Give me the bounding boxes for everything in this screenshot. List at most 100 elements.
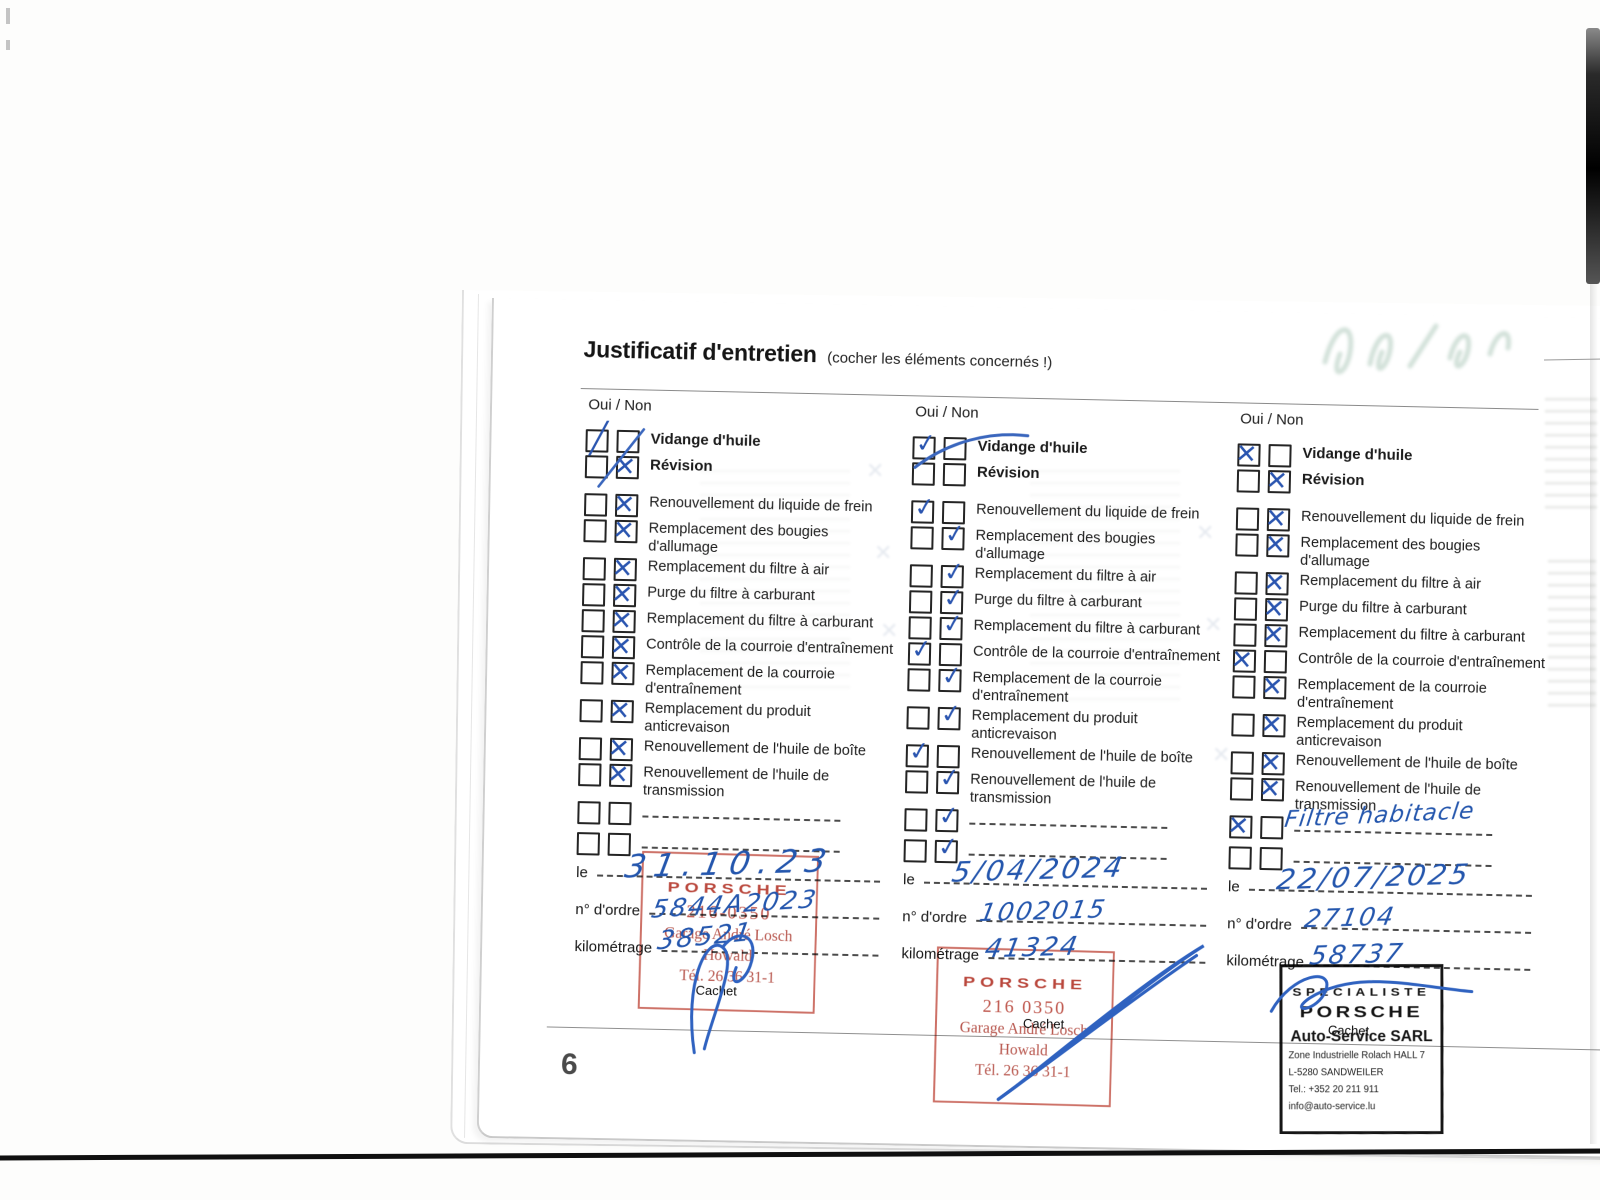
checklist-row: ✕ Révision xyxy=(1236,464,1555,499)
item-label: Remplacement du filtre à carburant xyxy=(973,617,1201,639)
item-label: Renouvellement de l'huile de boîte xyxy=(1295,752,1518,774)
item-label: Remplacement du produit anticrevaison xyxy=(1296,714,1463,751)
checkbox-non: ✕ xyxy=(1265,464,1292,496)
item-label: Vidange d'huile xyxy=(650,430,761,450)
check-mark: ✕ xyxy=(1229,643,1255,676)
item-label: Renouvellement du liquide de frein xyxy=(649,494,873,516)
checkbox-non: ✓ xyxy=(937,699,963,731)
checkbox-oui xyxy=(904,808,928,832)
item-label: Remplacement du filtre à carburant xyxy=(646,610,874,632)
checkbox-oui xyxy=(578,763,602,787)
checkbox-oui xyxy=(580,661,604,685)
checkbox-non: ✓ xyxy=(935,763,962,795)
item-label: Renouvellement de l'huile de boîte xyxy=(970,745,1194,767)
pen-stroke xyxy=(597,428,646,488)
check-mark: ✓ xyxy=(912,492,937,523)
item-label: Renouvellement du liquide de frein xyxy=(975,501,1200,523)
check-mark: ✕ xyxy=(608,656,633,688)
check-mark: ✕ xyxy=(1260,670,1285,703)
field-label: le xyxy=(902,871,915,889)
item-label: Purge du filtre à carburant xyxy=(1298,598,1467,619)
item-label: Remplacement du produit anticrevaison xyxy=(644,700,811,736)
checkbox-oui: ✕ xyxy=(1230,644,1257,675)
handwritten-value: 27104 xyxy=(1302,901,1399,934)
item-label: Remplacement du produit anticrevaison xyxy=(971,707,1138,743)
check-mark: ✕ xyxy=(607,694,632,726)
checkbox-oui: ✓ xyxy=(907,634,934,666)
checkbox-oui: ✕ xyxy=(1226,810,1253,841)
checkbox-non: ✕ xyxy=(611,514,638,546)
scan-artifact xyxy=(6,40,10,50)
check-mark: ✓ xyxy=(939,699,964,730)
field-label: le xyxy=(575,864,589,882)
check-mark: ✓ xyxy=(939,661,965,692)
signature xyxy=(690,934,755,1055)
item-label: Remplacement du filtre à air xyxy=(974,565,1157,586)
check-mark: ✓ xyxy=(943,519,968,550)
item-label: Remplacement du filtre à air xyxy=(647,558,830,579)
checkbox-oui xyxy=(581,583,606,607)
checkbox-oui xyxy=(1236,469,1261,493)
checkbox-non: ✕ xyxy=(608,656,635,688)
checkbox-non: ✓ xyxy=(938,661,964,693)
check-mark: ✕ xyxy=(611,514,636,546)
field-label: n° d'ordre xyxy=(575,901,641,920)
show-through-text xyxy=(1030,470,1180,710)
show-through-text xyxy=(1548,560,1596,710)
show-through-mark: ✕ xyxy=(880,618,899,643)
item-label: Purge du filtre à carburant xyxy=(974,591,1143,612)
checkbox-oui xyxy=(910,526,934,550)
check-mark: ✕ xyxy=(1264,464,1290,497)
checkbox-oui xyxy=(1235,507,1260,531)
checkbox-oui xyxy=(1232,675,1256,699)
checkbox-non xyxy=(1260,815,1284,840)
handwritten-value: 1002015 xyxy=(977,894,1110,928)
show-through-text xyxy=(700,470,850,690)
checkbox-oui: ✕ xyxy=(1234,438,1261,470)
checkbox-oui xyxy=(580,635,605,659)
show-through-mark: ✕ xyxy=(1204,612,1223,637)
item-label: Renouvellement de l'huile de boîte xyxy=(643,738,867,760)
signature xyxy=(1269,975,1474,1013)
write-in-line xyxy=(642,802,841,822)
handwritten-value: 22/07/2025 xyxy=(1274,857,1474,897)
field-label: n° d'ordre xyxy=(902,908,968,927)
checkbox-oui xyxy=(583,493,608,517)
book-gutter-shadow xyxy=(1590,284,1598,1144)
checkbox-non: ✕ xyxy=(1263,528,1290,560)
checkbox-oui xyxy=(908,590,933,614)
pen-stroke xyxy=(913,433,1030,469)
show-through-handwriting xyxy=(1322,323,1512,375)
checkbox-oui xyxy=(1234,571,1258,595)
item-label: Remplacement des bougies d'allumage xyxy=(975,527,1156,563)
item-label: Remplacement de la courroie d'entraîneme… xyxy=(645,662,836,699)
checkbox-oui xyxy=(904,770,929,794)
page-subtitle: (cocher les éléments concernés !) xyxy=(826,349,1053,372)
checkbox-non: ✓ xyxy=(935,801,961,833)
scan-artifact xyxy=(6,8,10,24)
check-mark: ✕ xyxy=(606,758,631,790)
checklist-row: ✓ Remplacement du filtre à carburant xyxy=(908,609,1226,646)
date-field: le 22/07/2025 xyxy=(1228,858,1533,902)
checkbox-non: ✕ xyxy=(1260,670,1287,702)
item-label: Purge du filtre à carburant xyxy=(647,584,816,605)
check-mark: ✕ xyxy=(1226,809,1251,842)
item-label: Renouvellement de l'huile de transmissio… xyxy=(969,771,1157,807)
show-through-mark: ✕ xyxy=(866,458,885,483)
show-through-mark: ✕ xyxy=(1212,742,1231,767)
check-mark: ✓ xyxy=(937,763,962,794)
check-mark: ✕ xyxy=(1263,528,1288,561)
page-number: 6 xyxy=(560,1047,579,1082)
maintenance-record-form: Justificatif d'entretien (cocher les élé… xyxy=(546,330,1600,1135)
checkbox-non: ✕ xyxy=(607,694,634,726)
handwritten-value: 31.10.23 xyxy=(621,841,838,886)
checkbox-oui: ✓ xyxy=(905,736,931,768)
checkbox-non: ✕ xyxy=(1259,708,1286,740)
check-mark: ✕ xyxy=(1257,772,1283,805)
checkbox-oui xyxy=(1235,533,1259,557)
item-label: Renouvellement de l'huile de transmissio… xyxy=(642,764,830,800)
item-label: Révision xyxy=(649,456,713,475)
page-title: Justificatif d'entretien xyxy=(583,336,818,368)
item-label: Contrôle de la courroie d'entraînement xyxy=(1297,650,1546,673)
field-label: n° d'ordre xyxy=(1227,915,1293,934)
